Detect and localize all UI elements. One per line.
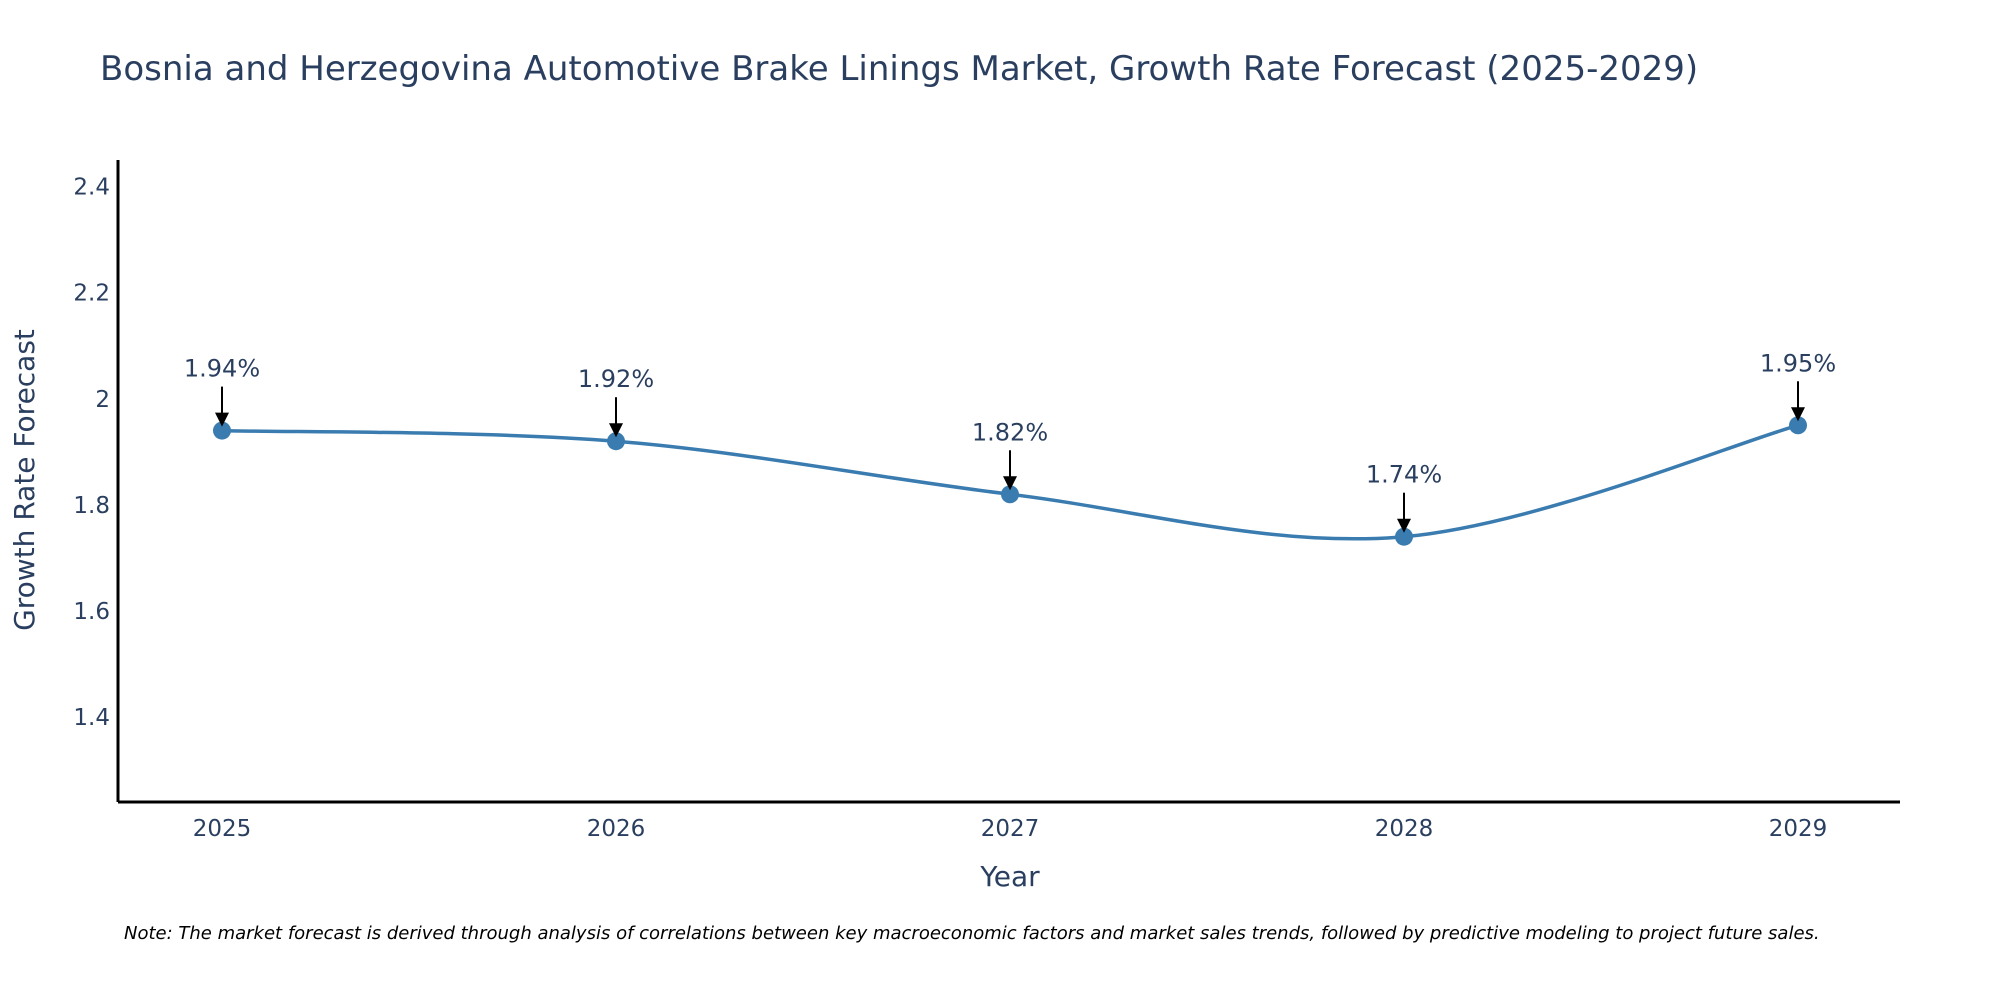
annotation-arrow-head: [1791, 407, 1805, 422]
data-markers: [213, 416, 1807, 546]
x-tick-label: 2029: [1769, 816, 1828, 842]
data-point-marker: [1395, 527, 1413, 546]
chart-title: Bosnia and Herzegovina Automotive Brake …: [100, 49, 1698, 89]
annotation-arrow-head: [609, 423, 623, 438]
y-tick-label: 2.4: [73, 175, 110, 201]
data-label: 1.82%: [972, 418, 1048, 446]
annotation-arrow-head: [215, 412, 229, 427]
data-label: 1.92%: [578, 365, 654, 393]
y-axis-ticks: 1.4 1.6 1.8 2 2.2 2.4: [73, 175, 110, 732]
x-axis-title: Year: [979, 860, 1040, 893]
x-axis-ticks: 2025 2026 2027 2028 2029: [193, 816, 1828, 842]
data-point-marker: [1001, 485, 1019, 504]
y-tick-label: 2: [95, 387, 110, 413]
data-label: 1.94%: [184, 355, 260, 383]
y-tick-label: 2.2: [73, 281, 110, 307]
annotation-arrow-head: [1397, 518, 1411, 533]
data-label: 1.74%: [1366, 461, 1442, 489]
y-tick-label: 1.6: [73, 599, 110, 625]
x-tick-label: 2025: [193, 816, 252, 842]
data-annotations: 1.94% 1.92% 1.82% 1.74% 1.95%: [184, 349, 1836, 533]
x-tick-label: 2026: [587, 816, 646, 842]
y-tick-label: 1.4: [73, 705, 110, 731]
y-axis-title: Growth Rate Forecast: [8, 329, 41, 631]
data-label: 1.95%: [1760, 349, 1836, 377]
data-point-marker: [607, 432, 625, 451]
data-point-marker: [213, 421, 231, 440]
footnote: Note: The market forecast is derived thr…: [124, 923, 1820, 944]
y-tick-label: 1.8: [73, 493, 110, 519]
plot-area: 1.4 1.6 1.8 2 2.2 2.4 2025 2026 2027 2028 2029 1.…: [73, 160, 1900, 842]
annotation-arrow-head: [1003, 476, 1017, 491]
x-tick-label: 2027: [981, 816, 1040, 842]
data-point-marker: [1789, 416, 1807, 435]
x-tick-label: 2028: [1375, 816, 1434, 842]
